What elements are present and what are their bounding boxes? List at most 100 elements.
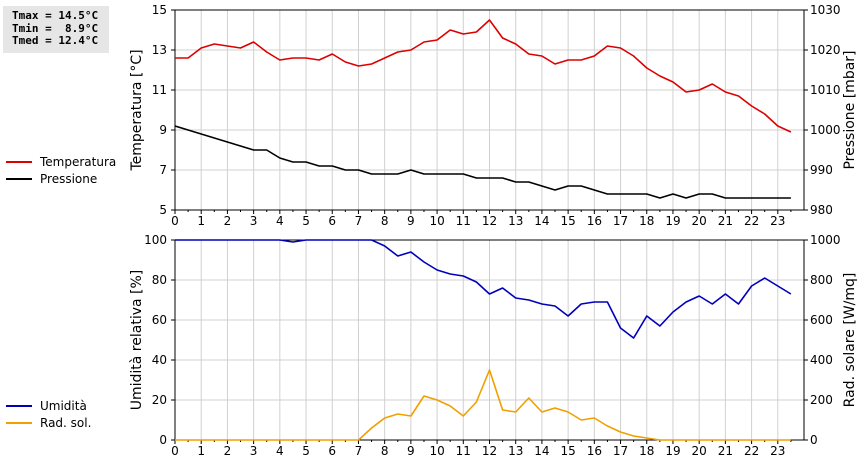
legend-label-radsol: Rad. sol. xyxy=(40,415,92,430)
x-tick-label: 8 xyxy=(381,444,389,458)
y-right-tick-label: 980 xyxy=(810,203,833,217)
y-right-tick-label: 0 xyxy=(810,433,818,447)
x-tick-label: 15 xyxy=(560,444,575,458)
x-tick-label: 18 xyxy=(639,444,654,458)
x-tick-label: 12 xyxy=(482,444,497,458)
series-line-umidit xyxy=(175,239,792,339)
series-line-pressione xyxy=(174,125,791,199)
x-tick-label: 23 xyxy=(770,214,785,228)
x-tick-label: 20 xyxy=(692,444,707,458)
x-tick-label: 2 xyxy=(224,444,232,458)
x-tick-label: 17 xyxy=(613,214,628,228)
y-left-tick-label: 80 xyxy=(152,273,167,287)
legend-label-temperatura: Temperatura xyxy=(40,154,117,169)
y-left-tick-label: 0 xyxy=(159,433,167,447)
series-line-rad-sol xyxy=(175,369,791,441)
x-tick-label: 23 xyxy=(770,444,785,458)
x-tick-label: 12 xyxy=(482,214,497,228)
x-tick-label: 13 xyxy=(508,444,523,458)
x-tick-label: 11 xyxy=(456,214,471,228)
pressione-swatch xyxy=(6,177,32,180)
umidita-swatch xyxy=(6,404,32,407)
plot-frame xyxy=(174,239,805,441)
x-tick-label: 2 xyxy=(224,214,232,228)
y-left-tick-label: 100 xyxy=(144,233,167,247)
x-tick-label: 3 xyxy=(250,214,258,228)
y-right-tick-label: 800 xyxy=(810,273,833,287)
x-tick-label: 22 xyxy=(744,444,759,458)
x-tick-label: 19 xyxy=(665,214,680,228)
y-left-axis-label: Umidità relativa [%] xyxy=(129,270,145,411)
x-tick-label: 19 xyxy=(665,444,680,458)
y-left-axis-label: Temperatura [°C] xyxy=(129,49,145,171)
x-tick-label: 14 xyxy=(534,214,549,228)
x-tick-label: 0 xyxy=(171,214,179,228)
temperatura-swatch xyxy=(6,160,32,163)
x-tick-label: 18 xyxy=(639,214,654,228)
x-tick-label: 10 xyxy=(429,444,444,458)
x-tick-label: 21 xyxy=(718,214,733,228)
tmed-label: Tmed = 12.4°C xyxy=(12,34,99,47)
x-tick-label: 22 xyxy=(744,214,759,228)
y-left-tick-label: 5 xyxy=(159,203,167,217)
y-left-tick-label: 11 xyxy=(152,83,167,97)
x-tick-label: 20 xyxy=(692,214,707,228)
plot-frame xyxy=(174,9,805,211)
x-tick-label: 10 xyxy=(429,214,444,228)
tmax-label: Tmax = 14.5°C xyxy=(12,9,99,22)
x-tick-label: 6 xyxy=(328,214,336,228)
y-right-tick-label: 1000 xyxy=(810,233,841,247)
y-right-axis-label: Rad. solare [W/mq] xyxy=(842,273,858,408)
x-tick-label: 16 xyxy=(587,214,602,228)
x-tick-label: 11 xyxy=(456,444,471,458)
legend-top: Temperatura Pressione xyxy=(6,153,116,187)
x-tick-label: 16 xyxy=(587,444,602,458)
x-tick-label: 3 xyxy=(250,444,258,458)
x-tick-label: 9 xyxy=(407,444,415,458)
y-right-tick-label: 200 xyxy=(810,393,833,407)
x-tick-label: 4 xyxy=(276,214,284,228)
x-tick-label: 14 xyxy=(534,444,549,458)
legend-label-umidita: Umidità xyxy=(40,398,87,413)
series-line-temperatura xyxy=(175,19,792,133)
y-left-tick-label: 40 xyxy=(152,353,167,367)
y-right-axis-label: Pressione [mbar] xyxy=(842,50,858,169)
x-tick-label: 1 xyxy=(197,214,205,228)
radsol-swatch xyxy=(6,421,32,424)
humidity-radiation-chart: 0 1 2 3 4 5 6 7 8 9 10 11 12 13 14 15 16 17 18 19 20 21 22 2302… xyxy=(129,233,858,458)
x-tick-label: 1 xyxy=(197,444,205,458)
y-right-tick-label: 1010 xyxy=(810,83,841,97)
x-tick-label: 5 xyxy=(302,214,310,228)
y-left-tick-label: 13 xyxy=(152,43,167,57)
y-right-tick-label: 1020 xyxy=(810,43,841,57)
x-tick-label: 8 xyxy=(381,214,389,228)
x-tick-label: 17 xyxy=(613,444,628,458)
legend-item-pressione: Pressione xyxy=(6,170,116,187)
x-tick-label: 6 xyxy=(328,444,336,458)
legend-item-radsol: Rad. sol. xyxy=(6,414,91,431)
y-left-tick-label: 7 xyxy=(159,163,167,177)
y-left-tick-label: 9 xyxy=(159,123,167,137)
x-tick-label: 7 xyxy=(355,444,363,458)
legend-item-umidita: Umidità xyxy=(6,397,91,414)
y-right-tick-label: 990 xyxy=(810,163,833,177)
y-left-tick-label: 20 xyxy=(152,393,167,407)
y-right-tick-label: 600 xyxy=(810,313,833,327)
tmin-label: Tmin = 8.9°C xyxy=(12,21,99,35)
y-right-tick-label: 1000 xyxy=(810,123,841,137)
x-tick-label: 21 xyxy=(718,444,733,458)
x-tick-label: 0 xyxy=(171,444,179,458)
x-tick-label: 9 xyxy=(407,214,415,228)
temperature-pressure-chart: 0 1 2 3 4 5 6 7 8 9 10 11 12 13 14 15 16 17 18 19 20 21 22 2357… xyxy=(129,3,858,228)
legend-label-pressione: Pressione xyxy=(40,171,98,186)
y-right-tick-label: 400 xyxy=(810,353,833,367)
x-tick-label: 15 xyxy=(560,214,575,228)
y-right-tick-label: 1030 xyxy=(810,3,841,17)
y-left-tick-label: 60 xyxy=(152,313,167,327)
x-tick-label: 5 xyxy=(302,444,310,458)
x-tick-label: 13 xyxy=(508,214,523,228)
y-left-tick-label: 15 xyxy=(152,3,167,17)
x-tick-label: 4 xyxy=(276,444,284,458)
temperature-stats-box: Tmax = 14.5°C Tmin = 8.9°C Tmed = 12.4°C xyxy=(3,6,109,53)
